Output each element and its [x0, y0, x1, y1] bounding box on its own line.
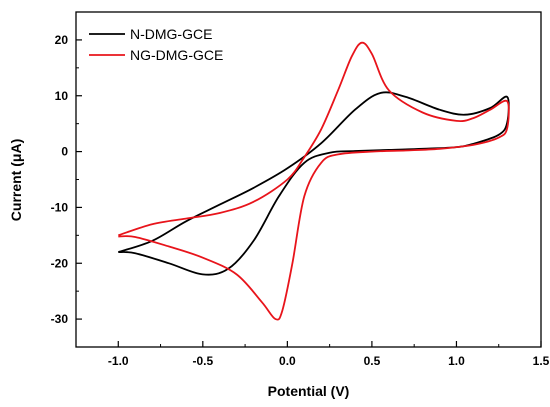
x-tick-label: 0.5 [364, 354, 381, 368]
x-tick-label: -0.5 [192, 354, 213, 368]
y-tick-label: -10 [51, 200, 69, 214]
x-tick-label: -1.0 [108, 354, 129, 368]
series-group [118, 41, 510, 321]
y-tick-label: -30 [51, 312, 69, 326]
axis-ticks [76, 11, 542, 348]
tick-labels: -1.0 -0.5 0.0 0.5 1.0 1.5 -30 -20 -10 0 10 20 [51, 33, 550, 368]
legend-label-2: NG-DMG-GCE [130, 47, 223, 63]
series-line-2 [118, 41, 510, 321]
legend: N-DMG-GCE NG-DMG-GCE [89, 26, 223, 63]
y-axis-title: Current (μA) [8, 139, 24, 221]
y-tick-label: -20 [51, 256, 69, 270]
y-tick-label: 0 [61, 145, 68, 159]
y-tick-label: 20 [55, 33, 69, 47]
x-tick-label: 0.0 [279, 354, 296, 368]
x-tick-label: 1.0 [448, 354, 465, 368]
y-tick-label: 10 [55, 89, 69, 103]
series-line-1 [118, 91, 510, 276]
x-axis-title: Potential (V) [268, 383, 350, 399]
legend-label-1: N-DMG-GCE [130, 26, 212, 42]
x-tick-label: 1.5 [533, 354, 550, 368]
